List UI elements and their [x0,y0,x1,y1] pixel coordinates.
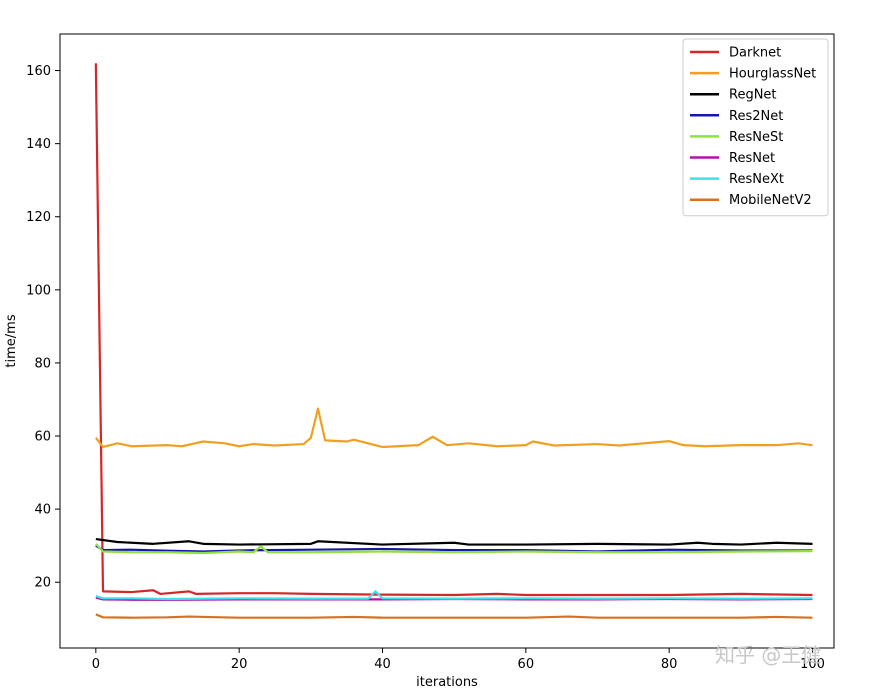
series-line-resnest [95,543,813,555]
series-line-regnet [95,537,813,546]
axis-ticks: 0 20 40 60 80 100 20 40 60 80 100 120 140 160 [26,64,825,672]
x-tick-label: 20 [231,657,248,672]
y-tick-label: 60 [34,430,51,445]
legend-entry: Darknet [729,46,781,61]
y-tick-label: 160 [26,64,51,79]
legend-entry: HourglassNet [729,67,816,82]
y-tick-label: 80 [34,356,51,371]
x-tick-label: 60 [518,657,535,672]
y-tick-label: 100 [26,283,51,298]
legend-entry: ResNeSt [729,130,783,145]
y-tick-label: 20 [34,576,51,591]
x-tick-label: 80 [661,657,678,672]
legend: Darknet HourglassNet RegNet Res2Net ResNeSt R… [682,38,829,217]
x-tick-label: 40 [374,657,391,672]
x-tick-label: 100 [800,657,825,672]
y-tick-label: 40 [34,503,51,518]
plot-frame [59,33,835,649]
series-line-res2net [95,544,813,553]
y-tick-label: 120 [26,210,51,225]
legend-entry: MobileNetV2 [729,193,812,208]
watermark-text: 知乎 @王健 [715,643,821,667]
x-axis-label: iterations [416,675,478,688]
legend-entry: RegNet [729,88,777,103]
x-tick-label: 0 [92,657,100,672]
series-line-mobilenetv2 [95,613,813,619]
legend-entry: ResNet [729,151,775,166]
legend-entry: Res2Net [729,109,783,124]
y-axis-label: time/ms [4,314,19,367]
series-line-darknet [94,63,813,597]
legend-entry: ResNeXt [729,172,784,187]
series-line-resnext [95,590,813,601]
legend-box [682,38,829,217]
series-line-hourglassnet [94,407,813,449]
y-tick-label: 140 [26,137,51,152]
